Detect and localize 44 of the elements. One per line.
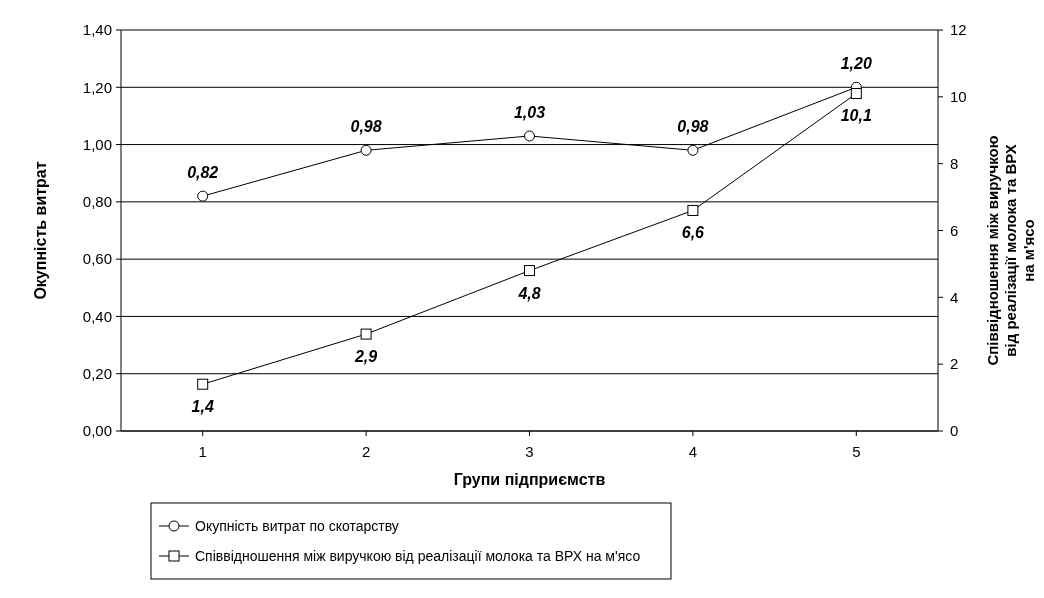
x-tick-label: 2 xyxy=(361,443,371,460)
point xyxy=(687,144,699,156)
data-label: 0,98 xyxy=(677,118,709,136)
point xyxy=(687,204,699,216)
point xyxy=(524,265,535,277)
y-tick-label: 1,00 xyxy=(82,135,112,153)
point xyxy=(197,190,209,202)
y2-tick-label: 4 xyxy=(950,288,959,306)
point xyxy=(197,378,209,390)
x-tick-label: 5 xyxy=(852,443,861,460)
data-label: 1,20 xyxy=(840,55,872,73)
y2-tick-label: 8 xyxy=(950,154,959,172)
y-tick-label: 1,20 xyxy=(82,78,112,96)
point xyxy=(360,144,372,156)
data-label: 2,9 xyxy=(353,348,378,366)
y-tick-label: 1,40 xyxy=(82,21,112,39)
point xyxy=(524,130,535,142)
y2-tick-label: 0 xyxy=(950,422,959,440)
x-tick-label: 4 xyxy=(688,443,698,460)
y-tick-label: 0,20 xyxy=(82,364,112,382)
x-axis-title: Групи підприємств xyxy=(453,471,606,488)
y2-axis-title: Співвідношення між виручкою від реалізації молока та ВРХ на м'ясо xyxy=(984,135,1037,366)
y-tick-label: 0,60 xyxy=(82,250,112,268)
y-axis-title: Окупність витрат xyxy=(32,161,49,300)
legend-label: Окупність витрат по скотарству xyxy=(195,517,399,534)
x-tick-label: 3 xyxy=(525,443,534,460)
data-label: 0,98 xyxy=(350,118,382,136)
y2-tick-label: 10 xyxy=(950,88,967,106)
y-tick-label: 0,40 xyxy=(82,307,112,325)
legend-label: Співвідношення між виручкою від реалізації молока та ВРХ на м'ясо xyxy=(195,547,641,564)
data-label: 0,82 xyxy=(187,164,219,182)
point xyxy=(850,87,862,99)
data-label: 6,6 xyxy=(681,224,705,242)
point xyxy=(360,328,372,340)
data-label: 10,1 xyxy=(840,107,872,125)
y-tick-label: 0,00 xyxy=(82,422,112,440)
y2-tick-label: 12 xyxy=(950,21,967,39)
data-label: 1,4 xyxy=(191,398,214,416)
y2-tick-label: 6 xyxy=(950,221,959,239)
y2-tick-label: 2 xyxy=(950,355,959,373)
x-tick-label: 1 xyxy=(198,443,207,460)
data-label: 4,8 xyxy=(517,284,541,302)
data-label: 1,03 xyxy=(513,103,546,121)
y-tick-label: 0,80 xyxy=(82,193,112,211)
